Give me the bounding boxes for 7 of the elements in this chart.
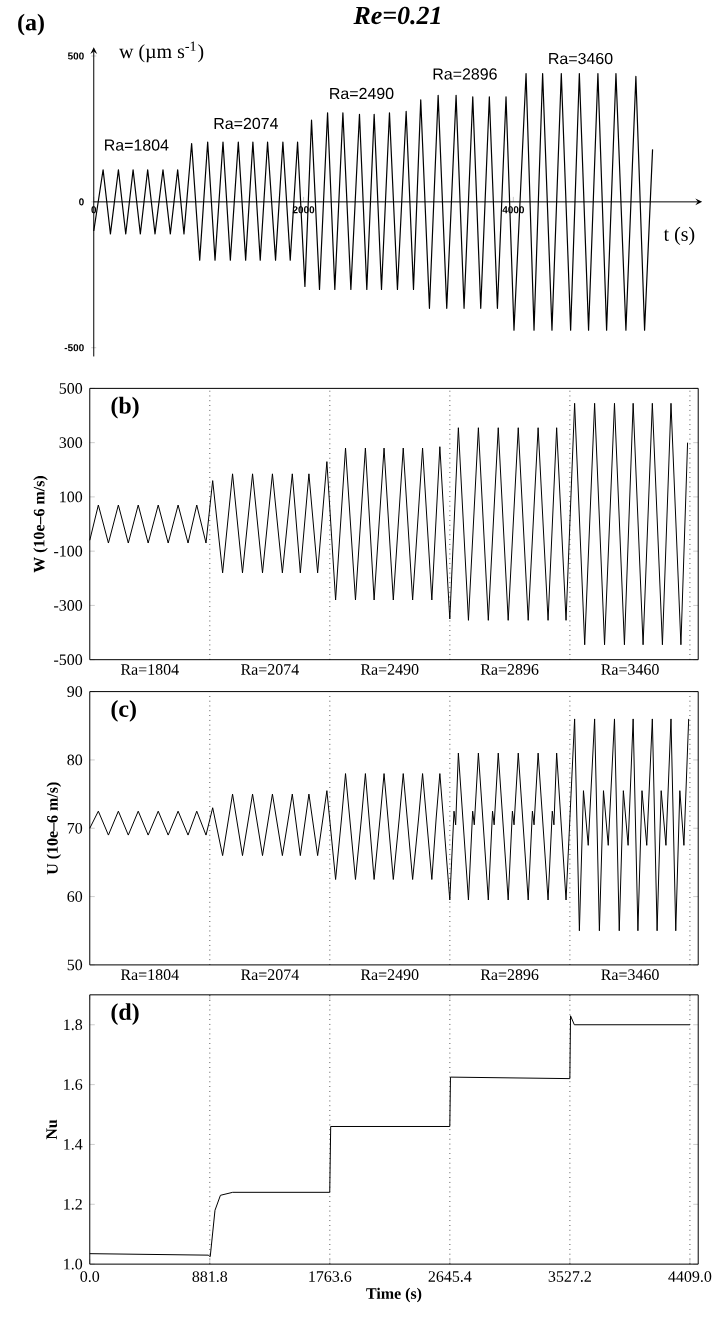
x-axis-title: t (s) — [663, 226, 694, 245]
annotation: (c) — [111, 700, 136, 722]
annotation: (d) — [111, 1003, 139, 1025]
text: (a) — [17, 13, 44, 36]
annotation: (b) — [111, 396, 139, 419]
y-axis-title: w (µm s$^{-1}$) — [118, 41, 203, 63]
chart-title: Re=0.21 — [353, 6, 440, 25]
